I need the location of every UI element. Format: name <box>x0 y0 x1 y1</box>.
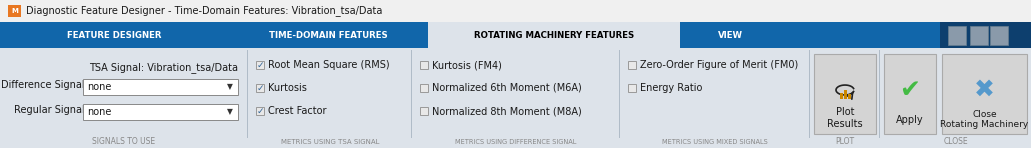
Bar <box>942 54 1027 134</box>
Text: METRICS USING DIFFERENCE SIGNAL: METRICS USING DIFFERENCE SIGNAL <box>456 139 576 145</box>
Text: Kurtosis: Kurtosis <box>268 83 307 93</box>
Bar <box>420 61 428 69</box>
Bar <box>84 79 238 95</box>
Bar <box>844 90 847 99</box>
Text: M: M <box>11 8 18 14</box>
Text: Close
Rotating Machinery: Close Rotating Machinery <box>940 110 1029 129</box>
Bar <box>8 5 21 17</box>
Text: Diagnostic Feature Designer - Time-Domain Features: Vibration_tsa/Data: Diagnostic Feature Designer - Time-Domai… <box>26 5 383 16</box>
Bar <box>940 22 1031 48</box>
Text: ✓: ✓ <box>257 83 264 92</box>
Text: ✖: ✖ <box>974 78 995 102</box>
Text: none: none <box>87 82 111 92</box>
Text: PLOT: PLOT <box>835 137 855 147</box>
Bar <box>884 54 936 134</box>
Text: SIGNALS TO USE: SIGNALS TO USE <box>93 137 156 147</box>
Bar <box>990 26 1008 45</box>
Text: METRICS USING MIXED SIGNALS: METRICS USING MIXED SIGNALS <box>662 139 768 145</box>
Text: ROTATING MACHINERY FEATURES: ROTATING MACHINERY FEATURES <box>474 30 634 40</box>
Text: Normalized 8th Moment (M8A): Normalized 8th Moment (M8A) <box>432 106 581 116</box>
Text: Zero-Order Figure of Merit (FM0): Zero-Order Figure of Merit (FM0) <box>640 60 798 70</box>
Bar <box>628 84 636 92</box>
Text: Normalized 6th Moment (M6A): Normalized 6th Moment (M6A) <box>432 83 581 93</box>
Bar <box>947 26 966 45</box>
Text: Energy Ratio: Energy Ratio <box>640 83 702 93</box>
Text: TIME-DOMAIN FEATURES: TIME-DOMAIN FEATURES <box>269 30 388 40</box>
Bar <box>84 104 238 120</box>
Text: none: none <box>87 107 111 117</box>
Bar <box>256 84 264 92</box>
Text: CLOSE: CLOSE <box>943 137 968 147</box>
Text: ✓: ✓ <box>257 61 264 70</box>
Text: Kurtosis (FM4): Kurtosis (FM4) <box>432 60 502 70</box>
Bar <box>0 22 1031 48</box>
Bar <box>420 107 428 115</box>
Bar <box>970 26 988 45</box>
Text: FEATURE DESIGNER: FEATURE DESIGNER <box>67 30 161 40</box>
Text: Apply: Apply <box>896 115 924 125</box>
Bar <box>0 0 1031 22</box>
Bar <box>840 93 843 99</box>
Bar <box>256 61 264 69</box>
Text: ▼: ▼ <box>227 107 233 116</box>
Text: TSA Signal: Vibration_tsa/Data: TSA Signal: Vibration_tsa/Data <box>89 62 238 73</box>
Bar <box>428 22 680 48</box>
Text: Crest Factor: Crest Factor <box>268 106 327 116</box>
Bar <box>628 61 636 69</box>
Text: ▼: ▼ <box>227 82 233 91</box>
Text: Root Mean Square (RMS): Root Mean Square (RMS) <box>268 60 390 70</box>
Bar <box>0 48 1031 148</box>
Text: Regular Signal: Regular Signal <box>14 105 85 115</box>
Bar <box>849 94 851 99</box>
Text: VIEW: VIEW <box>718 30 742 40</box>
Text: ✓: ✓ <box>257 107 264 115</box>
Text: METRICS USING TSA SIGNAL: METRICS USING TSA SIGNAL <box>280 139 379 145</box>
Bar <box>814 54 876 134</box>
Bar <box>256 107 264 115</box>
Text: Plot
Results: Plot Results <box>827 107 863 129</box>
Text: Difference Signal: Difference Signal <box>1 80 85 90</box>
Bar <box>420 84 428 92</box>
Text: ✔: ✔ <box>899 78 921 102</box>
